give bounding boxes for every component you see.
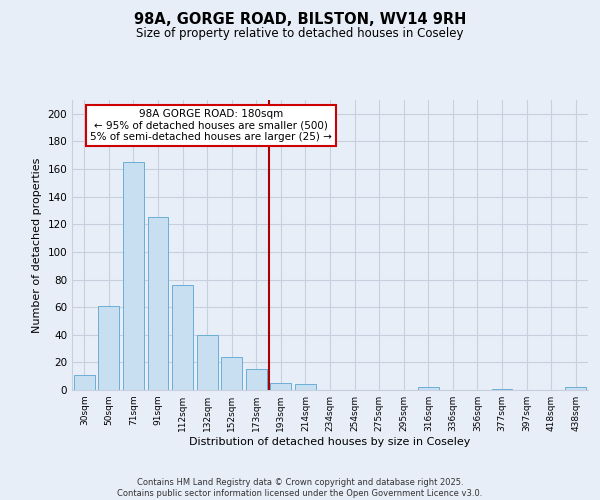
Text: Size of property relative to detached houses in Coseley: Size of property relative to detached ho…: [136, 28, 464, 40]
Bar: [565, 387, 586, 390]
Text: 98A GORGE ROAD: 180sqm
← 95% of detached houses are smaller (500)
5% of semi-det: 98A GORGE ROAD: 180sqm ← 95% of detached…: [91, 108, 332, 142]
Y-axis label: Number of detached properties: Number of detached properties: [32, 158, 42, 332]
Bar: [295, 384, 316, 390]
Text: 98A, GORGE ROAD, BILSTON, WV14 9RH: 98A, GORGE ROAD, BILSTON, WV14 9RH: [134, 12, 466, 28]
Text: Contains HM Land Registry data © Crown copyright and database right 2025.
Contai: Contains HM Land Registry data © Crown c…: [118, 478, 482, 498]
Bar: [148, 218, 169, 390]
Bar: [197, 335, 218, 390]
Bar: [491, 388, 512, 390]
X-axis label: Distribution of detached houses by size in Coseley: Distribution of detached houses by size …: [190, 437, 470, 447]
Bar: [123, 162, 144, 390]
Bar: [74, 375, 95, 390]
Bar: [271, 383, 292, 390]
Bar: [172, 285, 193, 390]
Bar: [221, 357, 242, 390]
Bar: [418, 387, 439, 390]
Bar: [98, 306, 119, 390]
Bar: [246, 370, 267, 390]
